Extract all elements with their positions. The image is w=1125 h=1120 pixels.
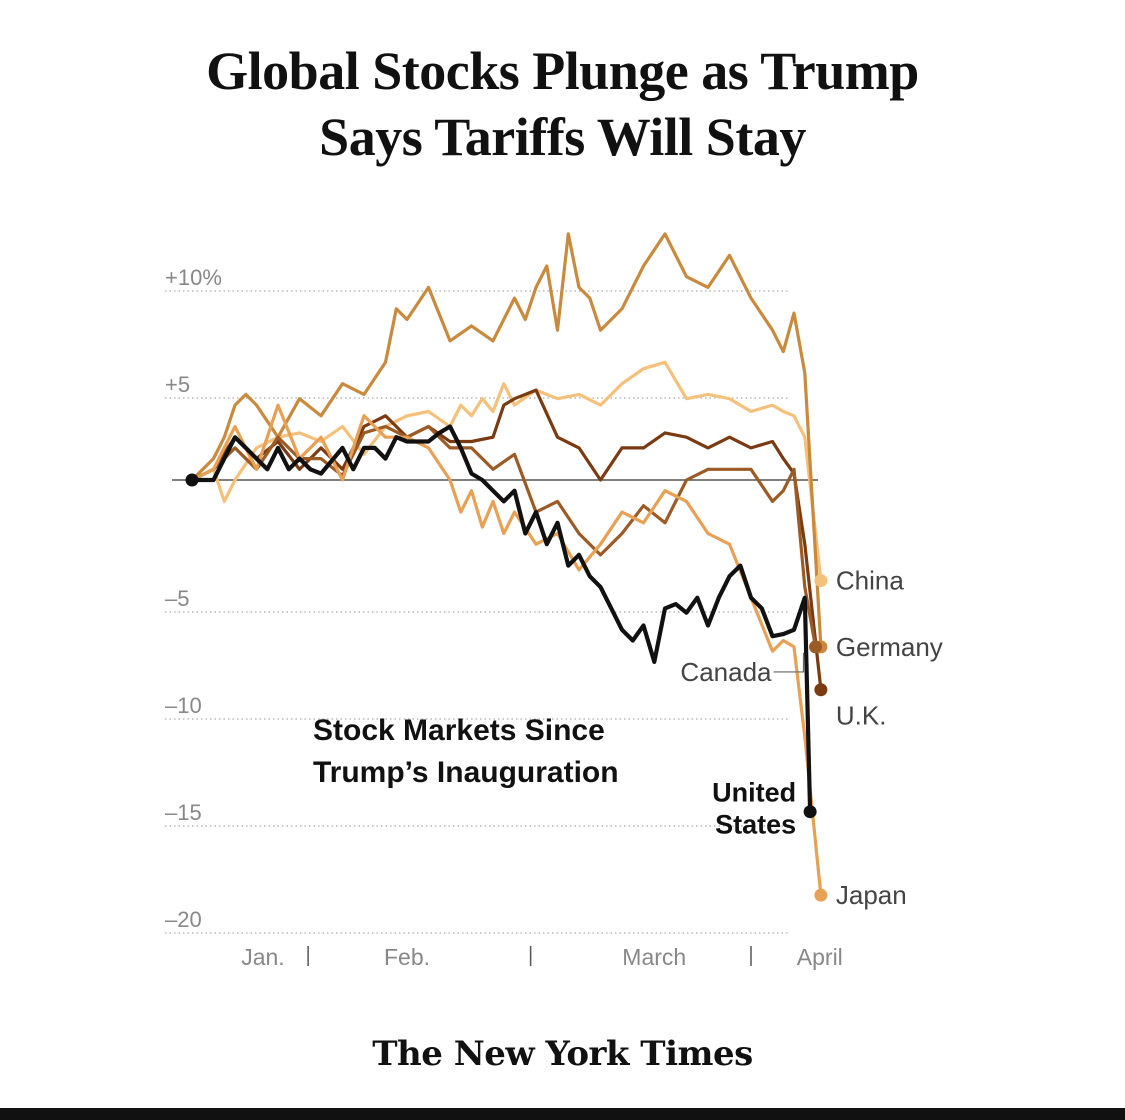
chart-title-line2: Trump’s Inauguration bbox=[313, 756, 619, 789]
end-label-germany: Germany bbox=[836, 632, 943, 662]
y-tick-label: +10% bbox=[165, 265, 222, 290]
series-line-uk bbox=[190, 388, 823, 692]
headline-line-1: Global Stocks Plunge as Trump bbox=[206, 41, 919, 101]
end-label-us-line1: United bbox=[712, 778, 796, 808]
series-line-us bbox=[189, 424, 813, 814]
nyt-logo: The New York Times bbox=[372, 1034, 753, 1074]
stock-markets-line-chart: +10% +5 –5 –10 –15 –20 Jan. Feb. March April China… bbox=[165, 232, 943, 970]
headline-line-2: Says Tariffs Will Stay bbox=[319, 107, 806, 167]
chart-title-line1: Stock Markets Since bbox=[313, 714, 605, 747]
end-label-canada: Canada bbox=[680, 657, 772, 687]
end-label-china: China bbox=[836, 566, 904, 596]
canada-leader-line bbox=[773, 652, 805, 673]
series-line-canada bbox=[190, 424, 818, 649]
y-tick-label: –5 bbox=[165, 586, 189, 611]
series-line-china bbox=[190, 360, 823, 583]
end-point-china bbox=[814, 574, 828, 588]
end-point-canada bbox=[809, 640, 822, 654]
end-point-japan bbox=[814, 888, 828, 902]
y-tick-label: –15 bbox=[165, 800, 202, 825]
end-label-uk: U.K. bbox=[836, 701, 887, 731]
x-tick-label: March bbox=[622, 944, 686, 970]
x-tick-label: Feb. bbox=[384, 944, 430, 970]
series-line-japan bbox=[190, 403, 823, 897]
end-point-us bbox=[803, 805, 817, 819]
headline: Global Stocks Plunge as Trump Says Tarif… bbox=[0, 38, 1125, 170]
y-tick-label: –20 bbox=[165, 907, 202, 932]
y-tick-label: –10 bbox=[165, 693, 202, 718]
x-tick-label: April bbox=[797, 944, 843, 970]
end-label-japan: Japan bbox=[836, 880, 907, 910]
end-label-us-line2: States bbox=[715, 810, 796, 840]
start-point bbox=[185, 473, 199, 487]
end-point-uk bbox=[814, 683, 828, 697]
y-tick-label: +5 bbox=[165, 372, 190, 397]
bottom-border bbox=[0, 1108, 1125, 1120]
x-tick-label: Jan. bbox=[241, 944, 284, 970]
